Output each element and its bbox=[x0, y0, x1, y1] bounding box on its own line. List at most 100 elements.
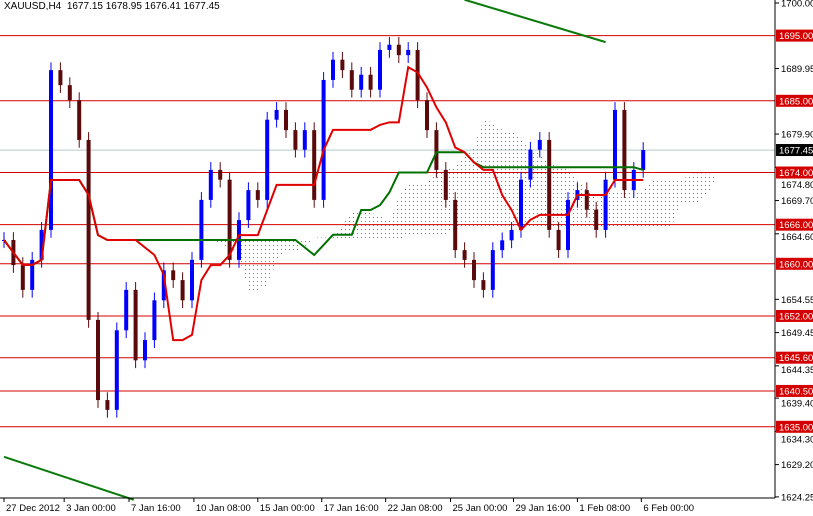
candle-body bbox=[96, 319, 100, 401]
y-tick-label: 1634.30 bbox=[781, 434, 813, 445]
candle-body bbox=[312, 130, 317, 200]
ichimoku-cloud-segment bbox=[492, 122, 503, 228]
candle-body bbox=[415, 49, 420, 101]
ichimoku-cloud-segment bbox=[342, 212, 352, 241]
candle-body bbox=[255, 190, 260, 200]
level-price-tag bbox=[776, 257, 813, 270]
candle-body bbox=[171, 270, 176, 281]
candle-body bbox=[434, 130, 439, 170]
candle-body bbox=[349, 70, 354, 90]
trendline bbox=[3, 455, 135, 501]
candle-body bbox=[406, 49, 411, 56]
level-price-label: 1666.00 bbox=[779, 220, 813, 231]
ichimoku-cloud-segment bbox=[154, 180, 164, 196]
ichimoku-cloud-segment bbox=[652, 181, 662, 228]
y-tick-label: 1689.95 bbox=[781, 64, 813, 75]
ichimoku-cloud-segment bbox=[239, 240, 249, 291]
candle-body bbox=[425, 100, 429, 131]
y-tick-label: 1649.45 bbox=[781, 328, 813, 339]
candle-body bbox=[537, 139, 542, 150]
ichimoku-cloud-segment bbox=[474, 119, 484, 228]
candle-body bbox=[340, 59, 345, 71]
y-tick-label: 1654.55 bbox=[781, 295, 813, 306]
ichimoku-cloud-segment bbox=[445, 165, 456, 235]
candle-body bbox=[218, 169, 223, 180]
candle-body bbox=[77, 100, 82, 140]
ichimoku-cloud-segment bbox=[586, 188, 597, 228]
candle-body bbox=[500, 240, 505, 251]
y-tick-label: 1674.80 bbox=[781, 180, 813, 191]
ichimoku-cloud-segment bbox=[596, 193, 606, 228]
ichimoku-cloud-segment bbox=[539, 152, 550, 228]
ichimoku-cloud-segment bbox=[549, 162, 559, 228]
level-price-tag bbox=[776, 166, 813, 179]
candle-body bbox=[594, 209, 599, 230]
ichimoku-cloud-segment bbox=[370, 212, 380, 241]
ichimoku-cloud-segment bbox=[568, 168, 578, 228]
candle-body bbox=[641, 150, 646, 170]
x-tick-label: 3 Jan 00:00 bbox=[66, 503, 116, 514]
candle-body bbox=[265, 119, 270, 200]
candle-body bbox=[67, 85, 72, 101]
candle-body bbox=[387, 44, 392, 50]
level-price-label: 1640.50 bbox=[779, 386, 813, 397]
ichimoku-cloud-segment bbox=[380, 216, 390, 241]
ichimoku-cloud-segment bbox=[333, 225, 343, 241]
candle-body bbox=[490, 250, 495, 290]
ichimoku-cloud-segment bbox=[483, 119, 493, 228]
ichimoku-cloud-segment bbox=[427, 169, 437, 235]
candle-body bbox=[462, 250, 467, 260]
level-price-tag bbox=[776, 384, 813, 397]
candle-body bbox=[453, 199, 458, 251]
ichimoku-cloud-segment bbox=[521, 137, 531, 228]
ichimoku-cloud-segment bbox=[671, 181, 681, 228]
ichimoku-cloud-segment bbox=[605, 191, 615, 228]
y-tick-label: 1664.60 bbox=[781, 232, 813, 243]
candle-body bbox=[302, 130, 307, 150]
ichimoku-cloud-segment bbox=[624, 191, 634, 228]
trendline bbox=[464, 0, 606, 44]
ichimoku-cloud-segment bbox=[229, 240, 239, 258]
y-tick-label: 1639.40 bbox=[781, 398, 813, 409]
level-price-tag bbox=[776, 94, 813, 107]
level-price-tag bbox=[776, 351, 813, 364]
candle-body bbox=[208, 169, 213, 200]
ichimoku-cloud-segment bbox=[699, 173, 709, 203]
level-price-label: 1635.00 bbox=[779, 422, 813, 433]
x-tick-label: 17 Jan 16:00 bbox=[324, 503, 379, 514]
candle-body bbox=[227, 179, 232, 260]
candle-body bbox=[30, 259, 35, 290]
current-price-tag bbox=[776, 144, 813, 157]
x-tick-label: 25 Jan 00:00 bbox=[453, 503, 508, 514]
ichimoku-cloud-segment bbox=[690, 173, 700, 203]
ichimoku-cloud-segment bbox=[680, 173, 691, 203]
ichimoku-cloud-segment bbox=[558, 168, 568, 228]
ichimoku-cloud-segment bbox=[286, 240, 296, 253]
candle-body bbox=[528, 149, 533, 180]
candle-body bbox=[368, 74, 373, 90]
ichimoku-cloud-segment bbox=[257, 240, 268, 291]
level-price-label: 1674.00 bbox=[779, 168, 813, 179]
ichimoku-cloud-segment bbox=[530, 149, 540, 228]
ichimoku-cloud-segment bbox=[116, 180, 127, 260]
ichimoku-cloud-segment bbox=[389, 197, 399, 241]
candle-body bbox=[274, 109, 279, 120]
candle-body bbox=[547, 139, 552, 230]
level-price-tag bbox=[776, 420, 813, 433]
ichimoku-cloud-segment bbox=[314, 237, 324, 241]
ichimoku-cloud-segment bbox=[163, 195, 174, 236]
candle-body bbox=[152, 300, 157, 341]
current-price-label: 1677.45 bbox=[779, 146, 813, 157]
ichimoku-cloud-segment bbox=[709, 172, 719, 193]
level-price-tag bbox=[776, 309, 813, 322]
ichimoku-cloud-segment bbox=[408, 182, 418, 235]
x-tick-label: 22 Jan 08:00 bbox=[388, 503, 443, 514]
candle-body bbox=[622, 109, 627, 191]
candle-body bbox=[49, 70, 53, 230]
chart-title: XAUUSD,H4 1677.15 1678.95 1676.41 1677.4… bbox=[4, 1, 220, 12]
candle-body bbox=[396, 44, 401, 56]
ichimoku-cloud-segment bbox=[351, 212, 362, 241]
candle-body bbox=[359, 74, 364, 90]
